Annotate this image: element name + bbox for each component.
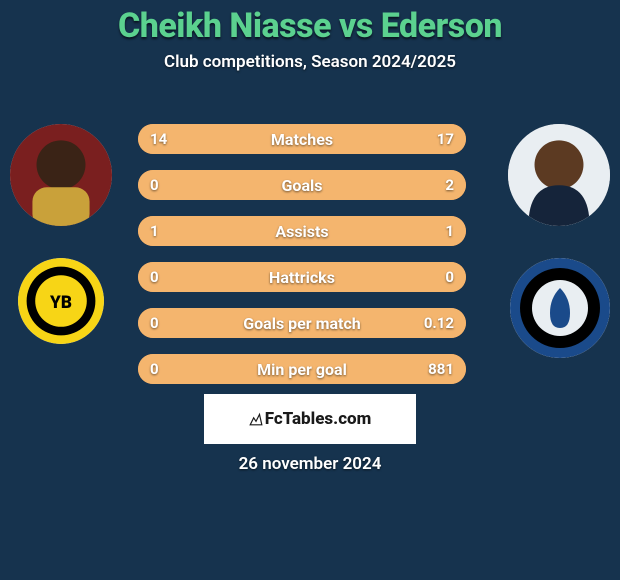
stat-label: Min per goal <box>138 354 466 384</box>
player-left-avatar <box>10 124 112 226</box>
player-right-avatar <box>508 124 610 226</box>
stat-label: Assists <box>138 216 466 246</box>
stat-row: 00.12Goals per match <box>138 308 466 338</box>
stat-label: Goals <box>138 170 466 200</box>
site-badge: FcTables.com <box>204 394 416 444</box>
stat-row: 00Hattricks <box>138 262 466 292</box>
player-left-club-badge: YB <box>18 258 104 344</box>
stat-row: 0881Min per goal <box>138 354 466 384</box>
page-title: Cheikh Niasse vs Ederson <box>0 6 620 46</box>
stat-row: 1417Matches <box>138 124 466 154</box>
stat-row: 11Assists <box>138 216 466 246</box>
comparison-card: Cheikh Niasse vs Ederson Club competitio… <box>0 0 620 580</box>
stats-panel: 1417Matches 02Goals 11Assists 00Hattricks 00… <box>138 124 466 400</box>
stat-label: Hattricks <box>138 262 466 292</box>
date-text: 26 november 2024 <box>0 454 620 474</box>
svg-text:YB: YB <box>49 293 72 313</box>
subtitle: Club competitions, Season 2024/2025 <box>0 52 620 72</box>
fctables-icon <box>249 412 263 426</box>
site-badge-text: FcTables.com <box>265 409 372 429</box>
stat-label: Matches <box>138 124 466 154</box>
stat-label: Goals per match <box>138 308 466 338</box>
player-right-club-badge <box>510 258 610 358</box>
stat-row: 02Goals <box>138 170 466 200</box>
